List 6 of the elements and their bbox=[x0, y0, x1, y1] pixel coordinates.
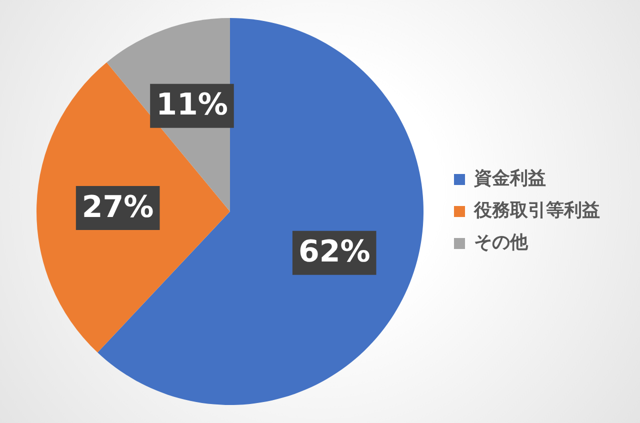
legend-label: 役務取引等利益 bbox=[473, 200, 600, 222]
legend-label: その他 bbox=[474, 232, 529, 254]
data-label: 27% bbox=[82, 190, 154, 225]
legend-label: 資金利益 bbox=[473, 168, 546, 190]
data-label: 11% bbox=[156, 88, 228, 123]
data-label: 62% bbox=[298, 234, 370, 270]
